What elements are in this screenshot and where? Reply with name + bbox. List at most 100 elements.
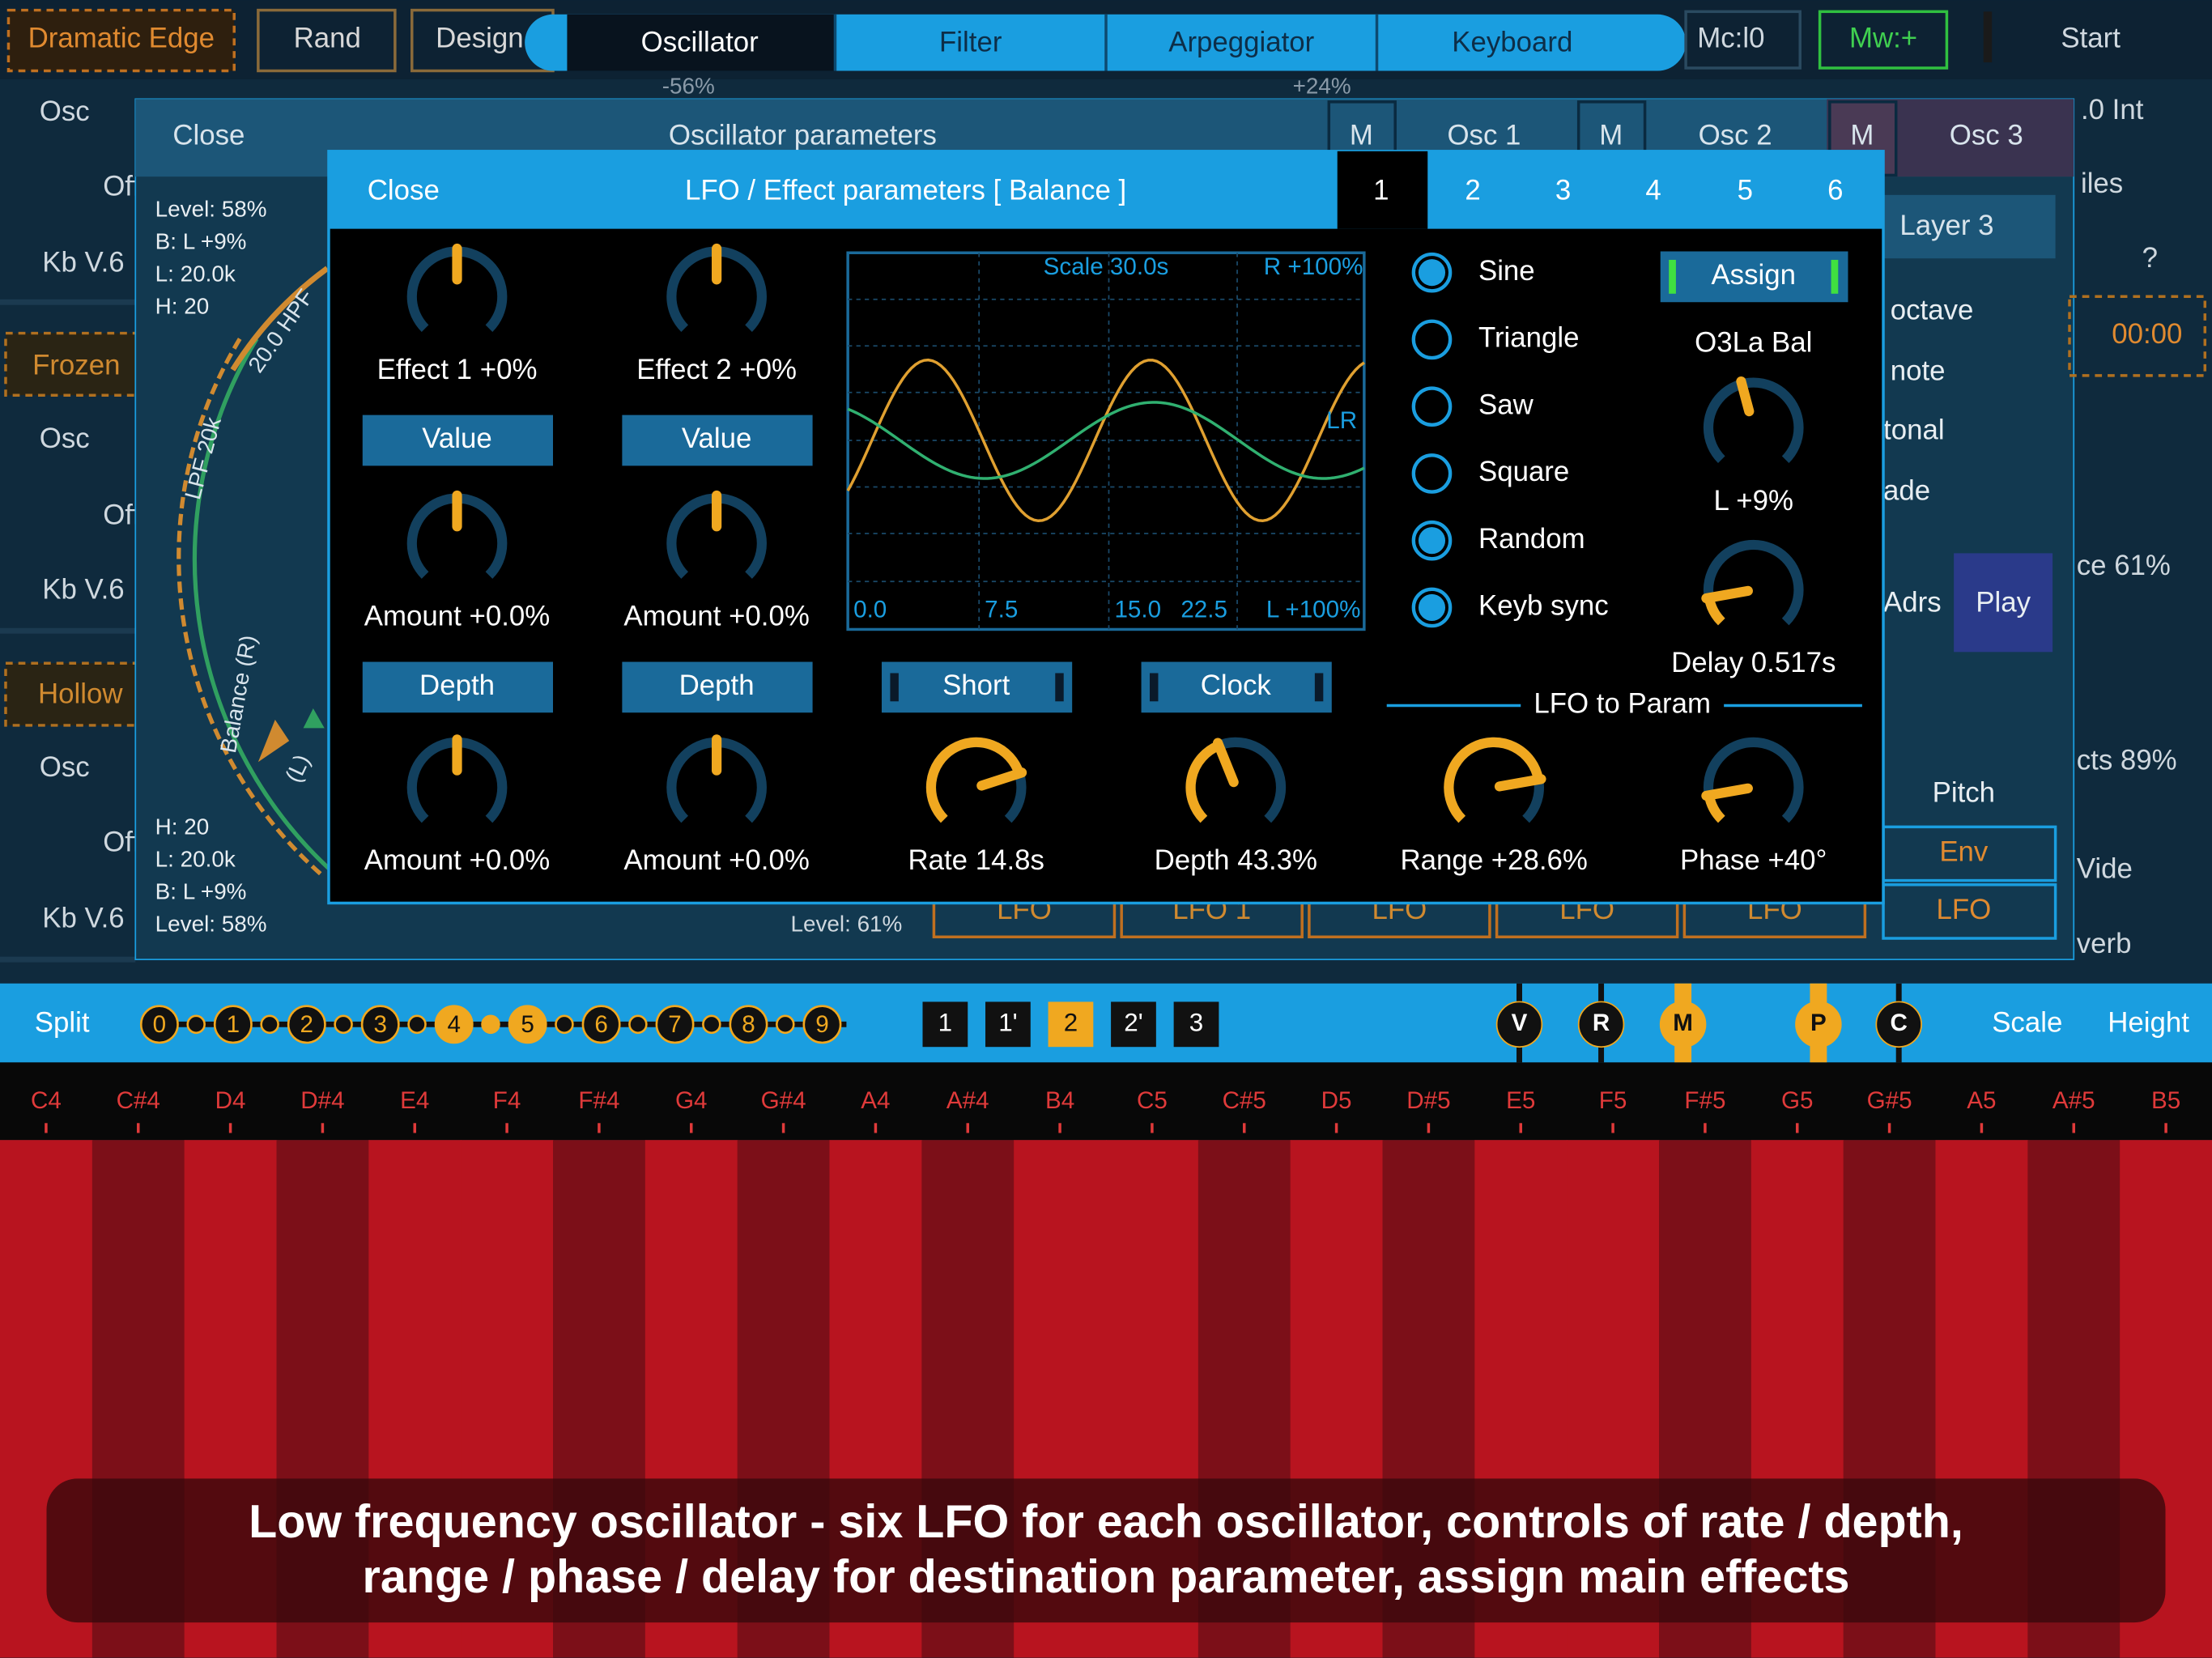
note-label: F5 [1599, 1087, 1627, 1114]
radio[interactable] [1411, 252, 1453, 293]
lfo-tab[interactable]: 3 [1555, 175, 1571, 206]
preset-button[interactable] [6, 8, 236, 73]
osc-tab[interactable]: Osc 1 [1447, 120, 1521, 151]
button[interactable] [362, 414, 553, 466]
note-label: A#5 [2052, 1087, 2095, 1114]
layer-button[interactable] [1173, 1001, 1219, 1048]
preset-name: Dramatic Edge [28, 22, 215, 53]
mode-button[interactable] [1795, 1001, 1842, 1048]
label: -56% [662, 74, 715, 99]
radio[interactable] [1411, 587, 1453, 628]
button-end [1314, 673, 1324, 702]
tab[interactable]: Arpeggiator [1168, 27, 1314, 58]
octave-dot [628, 1014, 648, 1035]
note-label: G4 [675, 1087, 708, 1114]
button[interactable] [1141, 661, 1332, 713]
mode-button[interactable] [1495, 1001, 1543, 1048]
note-label: A5 [1967, 1087, 1996, 1114]
note-label: E5 [1506, 1087, 1535, 1114]
mc-button[interactable] [1684, 10, 1802, 70]
label[interactable]: Split [35, 1007, 90, 1039]
label[interactable]: Height [2108, 1007, 2189, 1039]
layer-button[interactable] [1048, 1001, 1094, 1048]
radio[interactable] [1411, 453, 1453, 494]
button[interactable] [881, 661, 1073, 713]
octave-button[interactable] [508, 1005, 547, 1044]
octave-button[interactable] [729, 1005, 768, 1044]
octave-button[interactable] [287, 1005, 326, 1044]
radio[interactable] [1411, 520, 1453, 561]
knob-pointer [1701, 585, 1753, 604]
balance-arc [192, 338, 338, 877]
tab[interactable]: Filter [939, 27, 1002, 58]
caption-box [46, 1478, 2166, 1623]
octave-label: 3 [374, 1011, 387, 1038]
octave-dot [776, 1014, 795, 1035]
mw-button[interactable] [1818, 10, 1949, 70]
octave-button[interactable] [139, 1005, 179, 1044]
octave-button[interactable] [360, 1005, 400, 1044]
assign-mark [1831, 259, 1839, 294]
lfo-box[interactable] [1882, 883, 2057, 940]
right-column-item: Adrs [1883, 586, 1942, 618]
tab[interactable]: Keyboard [1452, 27, 1572, 58]
note-label: E4 [400, 1087, 429, 1114]
scope-label: L +100% [1266, 597, 1361, 623]
osc-tab[interactable]: Osc 3 [1950, 120, 2023, 151]
scope-label: 0.0 [853, 597, 887, 623]
button[interactable] [622, 661, 813, 713]
lfo-tab[interactable]: 6 [1827, 175, 1843, 206]
balance-arc [177, 338, 323, 877]
knob-pointer [1736, 376, 1755, 417]
octave-label: 2 [300, 1011, 313, 1038]
play-box[interactable] [1954, 553, 2053, 653]
knob-value-arc [1185, 741, 1221, 823]
octave-button[interactable] [655, 1005, 695, 1044]
octave-dot [555, 1014, 574, 1035]
label: LFO / Effect parameters [ Balance ] [685, 175, 1126, 206]
assign-button[interactable] [1660, 251, 1848, 303]
label[interactable]: Close [368, 175, 440, 206]
octave-button[interactable] [434, 1005, 474, 1044]
layer-box[interactable] [1883, 194, 2056, 259]
button[interactable] [362, 661, 553, 713]
layer-button[interactable] [1111, 1001, 1156, 1048]
osc-tab[interactable]: Osc 2 [1699, 120, 1772, 151]
layer-button[interactable] [985, 1001, 1031, 1048]
knob-label: L +9% [1714, 485, 1793, 517]
info-text: B: L +9% [155, 879, 247, 904]
octave-button[interactable] [213, 1005, 253, 1044]
label[interactable]: Scale [1992, 1007, 2062, 1039]
label: Rand [294, 22, 361, 53]
lfo-tab[interactable]: 4 [1645, 175, 1661, 206]
label: Mw:+ [1849, 22, 1917, 53]
note-label: D#5 [1406, 1087, 1450, 1114]
button[interactable] [622, 414, 813, 466]
label: +24% [1293, 74, 1351, 99]
lfo-tab[interactable]: 2 [1465, 175, 1480, 206]
mode-button[interactable] [1577, 1001, 1625, 1048]
layer-button[interactable] [922, 1001, 968, 1048]
mode-button[interactable] [1875, 1001, 1922, 1048]
knob-track[interactable] [1703, 377, 1804, 464]
right-column-item: ce 61% [2077, 550, 2171, 581]
label[interactable]: Close [172, 120, 245, 151]
label: LFO to Param [1534, 688, 1711, 720]
label: Design [436, 22, 523, 53]
octave-button[interactable] [802, 1005, 842, 1044]
rand-button[interactable] [257, 8, 397, 73]
right-column-item: note [1891, 355, 1946, 387]
m-label: M [1599, 120, 1623, 151]
note-label: C#4 [117, 1087, 160, 1114]
info-text: L: 20.0k [155, 261, 236, 286]
right-column-item: octave [1891, 295, 1974, 326]
mode-label: V [1512, 1010, 1528, 1036]
radio[interactable] [1411, 386, 1453, 427]
label[interactable]: Start [2061, 22, 2121, 53]
mode-button[interactable] [1659, 1001, 1707, 1048]
lfo-tab[interactable]: 5 [1738, 175, 1753, 206]
octave-button[interactable] [581, 1005, 621, 1044]
tab[interactable]: Oscillator [641, 27, 759, 58]
radio[interactable] [1411, 319, 1453, 360]
lfo-tab[interactable]: 1 [1373, 175, 1389, 206]
